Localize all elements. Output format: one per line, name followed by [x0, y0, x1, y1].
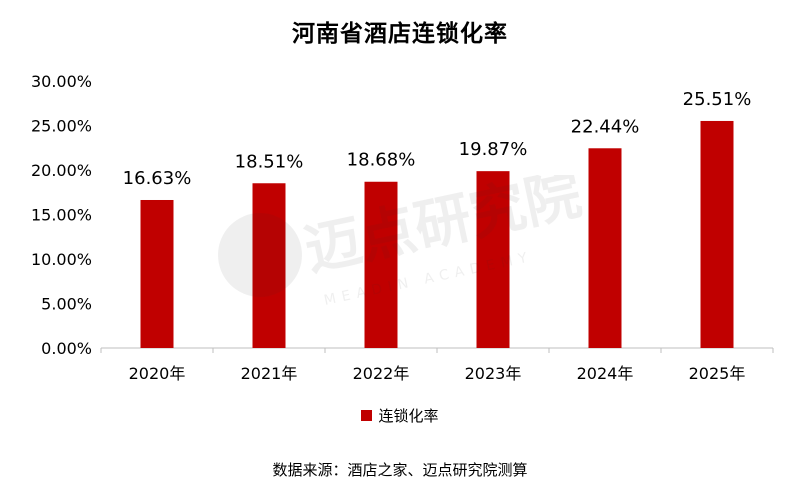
y-tick-label: 5.00% [41, 295, 92, 314]
legend-label: 连锁化率 [378, 407, 439, 425]
x-tick-label: 2025年 [689, 364, 746, 383]
x-tick-label: 2024年 [577, 364, 634, 383]
x-tick-label: 2023年 [465, 364, 522, 383]
x-tick-label: 2021年 [241, 364, 298, 383]
legend-swatch [361, 410, 373, 421]
bar-5 [588, 148, 622, 348]
bar-2 [252, 183, 286, 348]
x-tick-label: 2022年 [353, 364, 410, 383]
y-tick-label: 0.00% [41, 339, 92, 358]
y-tick-label: 15.00% [31, 206, 92, 225]
y-tick-label: 25.00% [31, 117, 92, 136]
data-label: 25.51% [683, 89, 752, 110]
data-label: 16.63% [123, 168, 192, 189]
x-tick-label: 2020年 [129, 364, 186, 383]
bar-6 [700, 120, 734, 348]
data-label: 22.44% [571, 116, 640, 137]
y-tick-label: 30.00% [31, 72, 92, 91]
data-label: 18.51% [235, 151, 304, 172]
bar-4 [476, 171, 510, 348]
legend: 连锁化率 [0, 405, 800, 426]
y-tick-label: 10.00% [31, 250, 92, 269]
data-label: 19.87% [459, 139, 528, 160]
bar-1 [140, 199, 174, 348]
bar-3 [364, 181, 398, 348]
data-label: 18.68% [347, 150, 416, 171]
y-tick-label: 20.00% [31, 161, 92, 180]
source-note: 数据来源：酒店之家、迈点研究院测算 [272, 461, 528, 479]
chart-title: 河南省酒店连锁化率 [292, 21, 508, 47]
